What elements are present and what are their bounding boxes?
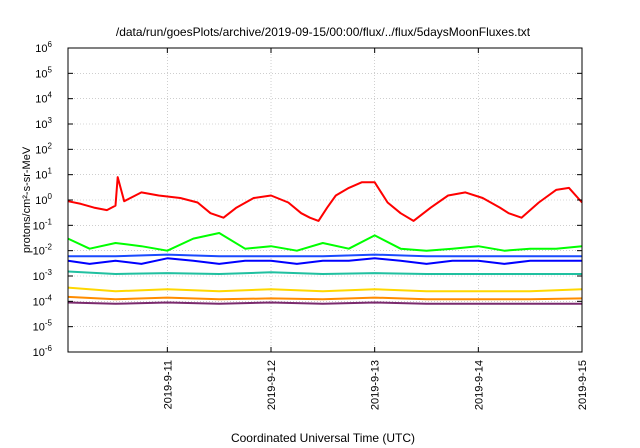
data-series	[67, 176, 583, 305]
series-line	[67, 257, 582, 265]
chart-title: /data/run/goesPlots/archive/2019-09-15/0…	[116, 25, 531, 39]
y-tick-label: 10-4	[33, 293, 53, 308]
y-tick-label: 10-1	[33, 217, 53, 232]
y-axis-label: protons/cm²-s-sr-MeV	[21, 146, 33, 253]
y-axis-ticks: 106 105 104 103 102 101 100 10-1 10-2 10-3 10-4 10-…	[33, 40, 582, 359]
plot-frame	[67, 47, 583, 353]
y-tick-label: 105	[35, 65, 52, 80]
series-line	[67, 295, 583, 301]
series-line	[67, 270, 582, 275]
y-tick-label: 10-2	[33, 243, 53, 258]
y-tick-label: 106	[35, 40, 52, 55]
series-line	[67, 286, 583, 293]
series-line	[67, 176, 583, 222]
y-tick-label: 103	[35, 116, 52, 131]
x-tick-label: 2019-9-14	[473, 360, 485, 410]
series-line	[67, 232, 583, 252]
y-tick-label: 104	[35, 91, 52, 106]
y-tick-label: 10-5	[33, 319, 53, 334]
y-tick-label: 102	[35, 141, 52, 156]
grid-lines	[68, 47, 583, 353]
x-axis-label: Coordinated Universal Time (UTC)	[231, 431, 415, 445]
x-tick-label: 2019-9-15	[577, 360, 589, 410]
y-tick-label: 100	[35, 192, 52, 207]
x-tick-label: 2019-9-13	[370, 360, 382, 410]
series-line	[67, 301, 582, 305]
series-line	[68, 253, 582, 258]
y-tick-label: 10-6	[33, 344, 53, 359]
x-tick-label: 2019-9-11	[162, 360, 174, 409]
x-axis-ticks: 2019-9-11 2019-9-12 2019-9-13 2019-9-14 2019…	[162, 48, 589, 410]
y-tick-label: 10-3	[33, 268, 53, 283]
y-tick-label: 101	[35, 167, 52, 182]
x-tick-label: 2019-9-12	[266, 360, 278, 410]
